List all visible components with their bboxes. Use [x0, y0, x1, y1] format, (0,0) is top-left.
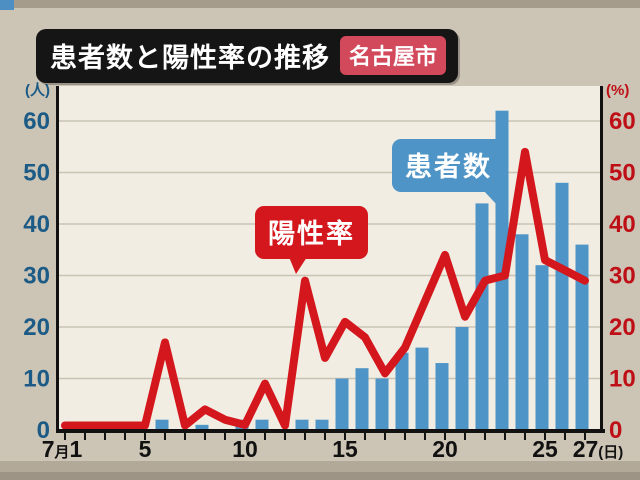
x-label-day-15: 15 [332, 436, 358, 462]
patients-bar-day-13 [295, 419, 309, 430]
right-axis-label-10: 10 [609, 366, 636, 393]
x-label-day-20: 20 [432, 436, 458, 462]
patients-bar-day-21 [455, 327, 469, 430]
y-axis-right [600, 86, 603, 432]
patients-bar-day-19 [415, 347, 429, 430]
patients-bar-day-6 [155, 419, 169, 430]
left-axis-label-50: 50 [23, 160, 50, 187]
right-axis-label-50: 50 [609, 160, 636, 187]
positive-rate-callout: 陽性率 [255, 206, 368, 274]
x-axis [56, 429, 605, 433]
right-axis-label-40: 40 [609, 211, 636, 238]
top-strip [0, 0, 640, 8]
left-axis-label-30: 30 [23, 263, 50, 290]
left-axis-label-10: 10 [23, 366, 50, 393]
page-title: 患者数と陽性率の推移 [50, 43, 330, 73]
corner-chip [0, 0, 14, 10]
left-axis-label-20: 20 [23, 314, 50, 341]
positive-rate-line [61, 147, 589, 430]
patients-bar-day-27 [575, 244, 589, 430]
right-axis-label-0: 0 [609, 417, 622, 444]
patients-bar-day-14 [315, 419, 329, 430]
bottom-strip [0, 459, 640, 480]
right-axis-label-60: 60 [609, 108, 636, 135]
patients-bar-day-17 [375, 378, 389, 430]
patients-bar-day-8 [195, 424, 209, 430]
patients-bar-day-11 [255, 419, 269, 430]
patients-bar-day-20 [435, 363, 449, 430]
patients-bar-day-26 [555, 182, 569, 430]
y-axis-left [56, 86, 59, 432]
left-axis-label-0: 0 [37, 417, 50, 444]
patients-bar-day-24 [515, 234, 529, 430]
chart-title-bar: 患者数と陽性率の推移 名古屋市 [36, 29, 459, 83]
left-axis-unit: (人) [25, 82, 50, 99]
patients-callout-tail-icon [483, 190, 500, 206]
x-label-day-5: 5 [139, 436, 152, 462]
patients-bar-day-25 [535, 265, 549, 430]
x-label-day-27: 27(日) [573, 436, 624, 462]
x-label-day-10: 10 [232, 436, 258, 462]
left-axis-label-40: 40 [23, 211, 50, 238]
patients-bar-day-22 [475, 203, 489, 430]
x-label-day-25: 25 [532, 436, 558, 462]
patients-callout-label: 患者数 [405, 152, 492, 182]
city-badge: 名古屋市 [340, 36, 447, 75]
patients-bar-day-15 [335, 378, 349, 430]
positive-rate-callout-tail-icon [289, 257, 307, 274]
right-axis-label-30: 30 [609, 263, 636, 290]
left-axis-label-60: 60 [23, 108, 50, 135]
patients-bar-day-18 [395, 352, 409, 430]
patients-callout: 患者数 [392, 139, 505, 206]
right-axis-label-20: 20 [609, 314, 636, 341]
patients-bar-day-16 [355, 368, 369, 430]
x-label-day-1: 7月1 [42, 436, 83, 462]
right-axis-unit: (%) [606, 82, 629, 99]
positive-rate-callout-label: 陽性率 [268, 219, 355, 249]
